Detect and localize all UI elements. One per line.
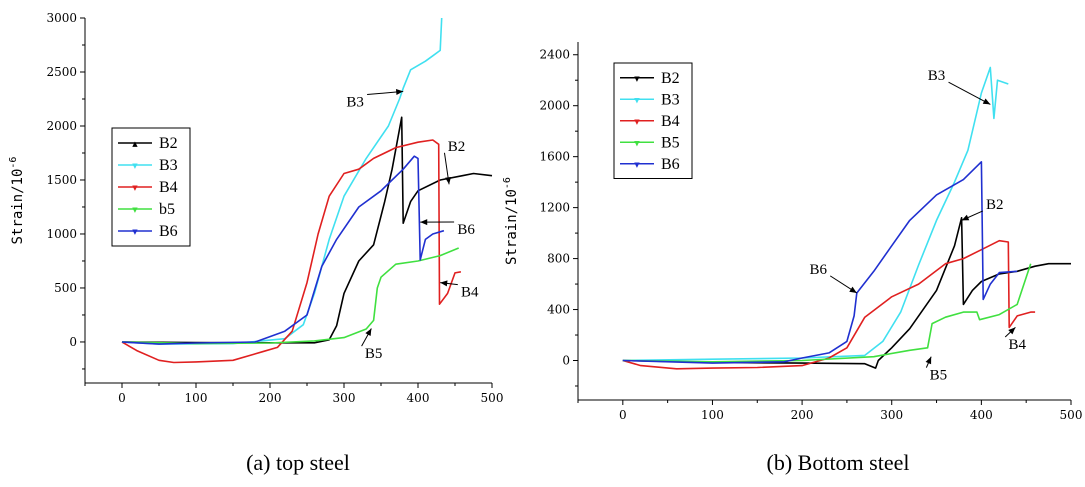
annotation-B6: B6 [457, 222, 475, 238]
legend-label-B2: B2 [159, 135, 178, 152]
y-tick-label: 2000 [539, 99, 570, 113]
y-tick-label: 800 [547, 252, 570, 266]
y-tick-label: 2000 [46, 119, 77, 133]
legend-marker-B3: ▼ [132, 162, 138, 170]
legend-label-B6: B6 [159, 223, 178, 240]
annotation-arrow-head [365, 328, 372, 337]
x-tick-label: 0 [118, 391, 126, 405]
annotation-arrow-head [445, 176, 452, 185]
legend-marker-B6: ▼ [132, 228, 138, 236]
annotation-B6: B6 [809, 262, 827, 278]
x-tick-label: 200 [791, 408, 814, 422]
chart-caption: (a) top steel [246, 450, 350, 475]
legend-marker-B3: ▼ [634, 96, 640, 104]
annotation-arrow-head [982, 98, 991, 105]
x-tick-label: 500 [1060, 408, 1083, 422]
x-tick-label: 100 [701, 408, 724, 422]
annotation-B3: B3 [928, 68, 946, 84]
chart-1: 0 100 200 300 400 500 0 400 800 1200 1600 2000 2400 S… [502, 42, 1082, 475]
y-axis-label: Strain/10-6 [8, 157, 26, 245]
y-axis-label-text: Strain/10 [504, 189, 520, 265]
x-tick-label: 400 [970, 408, 993, 422]
legend-marker-B6: ▼ [634, 161, 640, 169]
series-line-B6 [121, 155, 445, 345]
legend-marker-B2: ▲ [132, 140, 138, 148]
y-axis-label: Strain/10-6 [502, 177, 520, 265]
annotation-arrow-head [849, 286, 857, 293]
annotation-arrow-line [948, 81, 991, 105]
series-line-B3 [622, 66, 1009, 362]
legend-label-B4: B4 [159, 179, 178, 196]
annotation-B3: B3 [346, 95, 364, 111]
x-tick-label: 500 [481, 391, 504, 405]
annotation-B2: B2 [448, 139, 466, 155]
annotation-B4: B4 [461, 285, 479, 301]
y-tick-label: 2400 [539, 48, 570, 62]
series-line-B5 [622, 263, 1032, 363]
y-axis-label-exponent: -6 [8, 157, 19, 169]
legend-label-B6: B6 [661, 156, 680, 173]
series-line-B2 [121, 116, 493, 344]
x-tick-label: 0 [619, 408, 627, 422]
series-line-B6 [622, 161, 1018, 364]
y-tick-label: 3000 [46, 11, 77, 25]
chart-caption: (b) Bottom steel [767, 450, 910, 475]
legend-label-B3: B3 [661, 91, 680, 108]
y-tick-label: 0 [562, 354, 570, 368]
legend-label-B3: B3 [159, 157, 178, 174]
y-tick-label: 1000 [46, 227, 77, 241]
legend-label-B5: B5 [661, 134, 680, 151]
y-axis-label-exponent: -6 [502, 177, 513, 189]
legend-label-B2: B2 [661, 70, 680, 87]
legend-marker-B2: ▼ [634, 75, 640, 83]
chart-0: 0 100 200 300 400 500 0 500 1000 1500 2000 2500 3000… [8, 11, 503, 475]
series-line-B4 [622, 239, 1036, 370]
series-line-B2 [622, 217, 1071, 369]
x-tick-label: 400 [407, 391, 430, 405]
legend-marker-B4: ▼ [634, 118, 640, 126]
annotation-arrow-head [961, 214, 970, 221]
y-tick-label: 2500 [46, 65, 77, 79]
y-tick-label: 0 [69, 335, 77, 349]
y-tick-label: 500 [54, 281, 77, 295]
series-line-B3 [121, 17, 443, 345]
x-tick-label: 200 [259, 391, 282, 405]
x-tick-label: 300 [333, 391, 356, 405]
y-tick-label: 1600 [539, 150, 570, 164]
series-line-b5 [121, 247, 460, 345]
annotation-arrow-head [420, 219, 428, 226]
legend-marker-b5: ▼ [132, 206, 138, 214]
y-axis-label-text: Strain/10 [10, 169, 26, 245]
legend-label-B4: B4 [661, 113, 680, 130]
y-tick-label: 400 [547, 303, 570, 317]
annotation-B4: B4 [1008, 337, 1026, 353]
annotation-arrow-head [1008, 327, 1016, 335]
annotation-arrow-head [925, 356, 932, 365]
series-line-B4 [121, 139, 462, 364]
y-tick-label: 1200 [539, 201, 570, 215]
x-tick-label: 100 [185, 391, 208, 405]
legend-marker-B4: ▼ [132, 184, 138, 192]
annotation-B5: B5 [365, 346, 383, 362]
annotation-B2: B2 [986, 197, 1004, 213]
y-tick-label: 1500 [46, 173, 77, 187]
legend-label-b5: b5 [159, 201, 175, 218]
annotation-arrow-head [440, 280, 448, 287]
x-tick-label: 300 [880, 408, 903, 422]
annotation-arrow-head [395, 89, 404, 96]
legend-marker-B5: ▼ [634, 139, 640, 147]
annotation-B5: B5 [930, 368, 948, 384]
